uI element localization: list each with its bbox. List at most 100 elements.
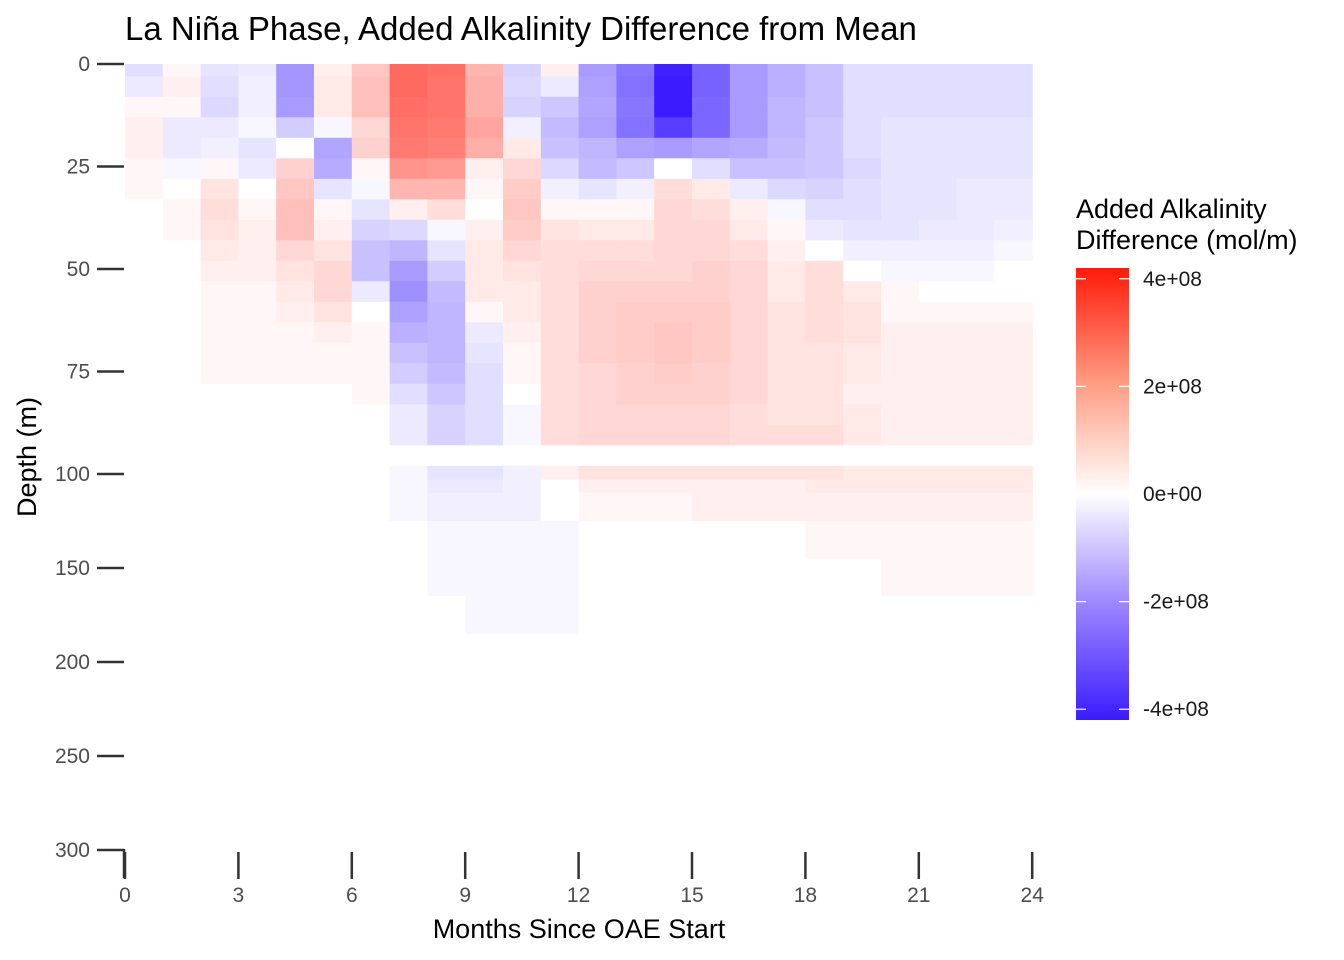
heatmap-cell xyxy=(654,521,693,560)
heatmap-cell xyxy=(314,301,353,323)
heatmap-cell xyxy=(465,424,504,446)
y-tick-label: 150 xyxy=(55,557,90,580)
heatmap-cell xyxy=(314,76,353,98)
heatmap-cell xyxy=(465,137,504,159)
heatmap-cell xyxy=(616,424,655,446)
heatmap-cell xyxy=(503,521,542,560)
heatmap-cell xyxy=(956,633,995,691)
heatmap-cell xyxy=(389,596,428,635)
heatmap-cell xyxy=(805,596,844,635)
heatmap-cell xyxy=(578,240,617,262)
heatmap-cell xyxy=(994,158,1033,180)
heatmap-cell xyxy=(503,424,542,446)
heatmap-cell xyxy=(881,158,920,180)
heatmap-cell xyxy=(805,342,844,364)
heatmap-cell xyxy=(351,322,391,344)
heatmap-cell xyxy=(162,465,202,481)
heatmap-cell xyxy=(994,465,1033,481)
heatmap-cell xyxy=(238,424,277,446)
heatmap-cell xyxy=(162,199,202,221)
heatmap-cell xyxy=(956,465,995,481)
heatmap-cell xyxy=(881,64,920,77)
heatmap-cell xyxy=(692,178,731,200)
heatmap-cell xyxy=(654,558,693,597)
heatmap-cell xyxy=(918,596,958,635)
heatmap-cell xyxy=(578,558,617,597)
heatmap-cell xyxy=(238,260,277,282)
heatmap-cell xyxy=(881,492,920,522)
heatmap-cell xyxy=(540,322,580,344)
heatmap-cell xyxy=(767,492,806,522)
heatmap-cell xyxy=(729,117,769,139)
heatmap-cell xyxy=(616,342,655,364)
heatmap-cell xyxy=(805,260,844,282)
heatmap-cell xyxy=(276,465,315,481)
heatmap-cell xyxy=(767,479,806,494)
heatmap-cell xyxy=(616,492,655,522)
heatmap-cell xyxy=(616,479,655,494)
heatmap-cell xyxy=(918,76,958,98)
heatmap-cell xyxy=(276,521,315,560)
heatmap-cell xyxy=(427,445,466,467)
heatmap-cell xyxy=(843,199,882,221)
heatmap-cell xyxy=(881,363,920,385)
heatmap-cell xyxy=(162,158,202,180)
heatmap-cell xyxy=(881,96,920,118)
heatmap-cell xyxy=(692,445,731,467)
heatmap-cell xyxy=(200,445,239,467)
heatmap-cell xyxy=(162,96,202,118)
heatmap-cell xyxy=(729,137,769,159)
heatmap-cell xyxy=(125,240,164,262)
heatmap-cell xyxy=(314,633,353,691)
heatmap-cell xyxy=(767,596,806,635)
heatmap-cell xyxy=(692,219,731,241)
heatmap-cell xyxy=(918,558,958,597)
heatmap-cell xyxy=(767,363,806,385)
heatmap-cell xyxy=(276,219,315,241)
heatmap-cell xyxy=(351,558,391,597)
heatmap-cell xyxy=(692,404,731,426)
heatmap-cell xyxy=(994,199,1033,221)
heatmap-cell xyxy=(276,260,315,282)
heatmap-cell xyxy=(503,465,542,481)
heatmap-cell xyxy=(994,137,1033,159)
heatmap-cell xyxy=(125,137,164,159)
heatmap-cell xyxy=(389,424,428,446)
heatmap-cell xyxy=(843,137,882,159)
heatmap-cell xyxy=(125,342,164,364)
heatmap-cell xyxy=(805,178,844,200)
heatmap-cell xyxy=(125,424,164,446)
heatmap-cell xyxy=(427,342,466,364)
heatmap-cell xyxy=(956,479,995,494)
heatmap-cell xyxy=(314,596,353,635)
heatmap-cell xyxy=(427,363,466,385)
heatmap-cell xyxy=(162,301,202,323)
heatmap-cell xyxy=(200,383,239,405)
heatmap-cell xyxy=(616,521,655,560)
heatmap-cell xyxy=(881,558,920,597)
heatmap-cell xyxy=(654,219,693,241)
heatmap-cell xyxy=(767,117,806,139)
heatmap-cell xyxy=(125,492,164,522)
heatmap-cell xyxy=(465,521,504,560)
heatmap-cell xyxy=(729,479,769,494)
legend-tick-label: -4e+08 xyxy=(1143,698,1209,721)
heatmap-cell xyxy=(503,240,542,262)
heatmap-cell xyxy=(389,492,428,522)
heatmap-cell xyxy=(767,178,806,200)
heatmap-cell xyxy=(843,445,882,467)
heatmap-cell xyxy=(162,342,202,364)
heatmap-cell xyxy=(314,137,353,159)
heatmap-cell xyxy=(389,445,428,467)
heatmap-cell xyxy=(200,64,239,77)
heatmap-cell xyxy=(956,76,995,98)
heatmap-cell xyxy=(918,117,958,139)
heatmap-cell xyxy=(994,521,1033,560)
heatmap-cell xyxy=(238,240,277,262)
heatmap-cell xyxy=(994,479,1033,494)
heatmap-cell xyxy=(125,64,164,77)
heatmap-cell xyxy=(918,633,958,691)
heatmap-cell xyxy=(465,404,504,426)
heatmap-cell xyxy=(994,260,1033,282)
heatmap-cell xyxy=(200,465,239,481)
